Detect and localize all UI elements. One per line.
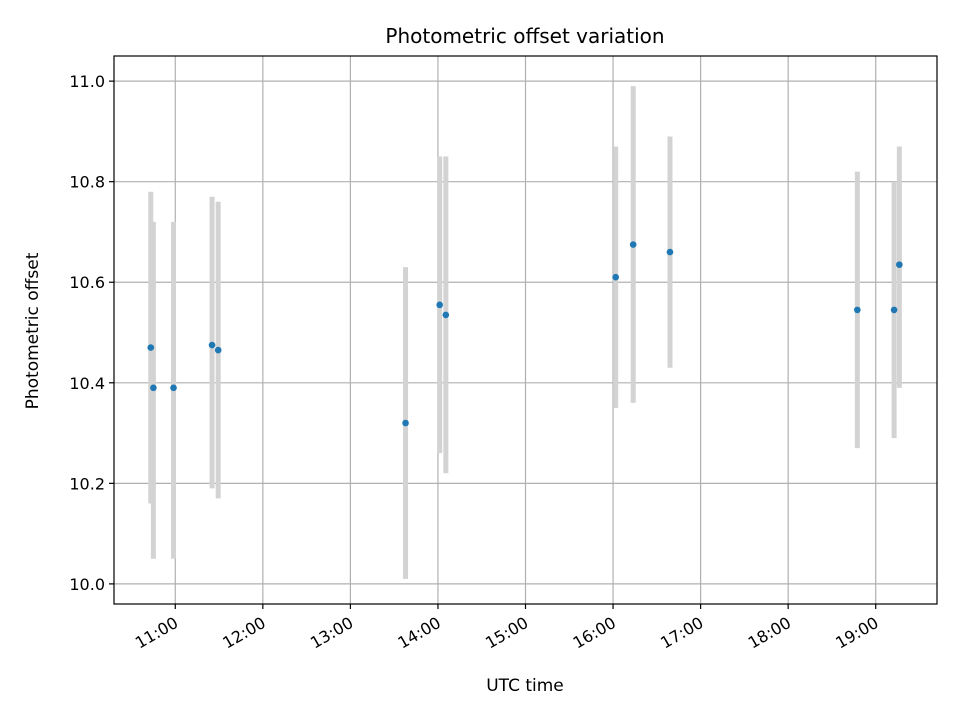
y-tick-label: 10.2 — [69, 474, 105, 493]
y-tick-label: 10.4 — [69, 374, 105, 393]
data-point — [612, 273, 619, 281]
x-tick-label: 17:00 — [657, 613, 706, 653]
data-point — [214, 346, 222, 354]
grid-lines — [114, 56, 937, 604]
x-tick-label: 11:00 — [132, 613, 181, 653]
data-point — [402, 419, 409, 427]
x-tick-label: 13:00 — [307, 613, 356, 653]
x-tick-label: 16:00 — [570, 613, 619, 653]
x-axis-ticks: 11:00 12:00 13:00 14:00 15:00 16:00 17:00 18:00… — [132, 604, 882, 653]
data-point — [170, 384, 177, 392]
data-point — [896, 261, 903, 268]
x-tick-label: 12:00 — [219, 613, 268, 653]
data-point — [666, 248, 674, 256]
x-tick-label: 18:00 — [745, 613, 794, 653]
y-tick-label: 10.8 — [69, 173, 105, 192]
chart-title: Photometric offset variation — [385, 24, 664, 48]
data-point — [208, 341, 216, 349]
data-point — [442, 311, 450, 319]
x-tick-label: 19:00 — [832, 613, 881, 653]
x-tick-label: 15:00 — [482, 613, 531, 653]
y-tick-label: 10.0 — [69, 575, 105, 594]
y-axis-ticks: 10.0 10.2 10.4 10.6 10.8 11.0 — [69, 72, 114, 594]
data-point — [854, 306, 861, 314]
data-point — [890, 306, 898, 314]
data-point — [436, 301, 443, 309]
y-tick-label: 11.0 — [69, 72, 105, 91]
y-axis-label: Photometric offset — [23, 252, 43, 409]
data-point — [629, 241, 637, 248]
x-tick-label: 14:00 — [395, 613, 444, 653]
data-point — [150, 384, 157, 392]
data-points — [147, 241, 903, 427]
data-point — [147, 344, 155, 351]
x-axis-label: UTC time — [486, 676, 564, 696]
y-tick-label: 10.6 — [69, 273, 105, 292]
